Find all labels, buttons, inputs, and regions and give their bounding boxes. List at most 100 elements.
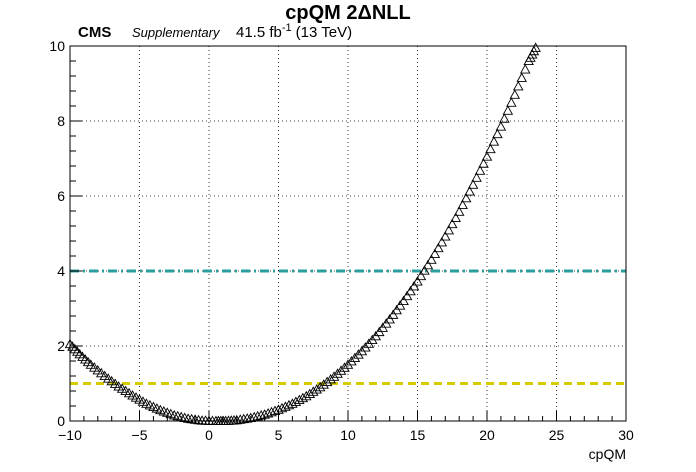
data-point	[245, 412, 256, 423]
data-point	[353, 349, 364, 359]
data-point	[443, 224, 455, 235]
data-point	[252, 410, 263, 421]
data-point	[474, 165, 486, 175]
supplementary-label: Supplementary	[132, 25, 221, 40]
data-markers	[64, 42, 541, 426]
y-tick-label: 2	[57, 338, 65, 354]
data-point	[179, 412, 190, 422]
x-tick-label: 20	[479, 427, 495, 443]
data-point	[387, 309, 399, 319]
x-tick-label: 5	[275, 427, 283, 443]
data-point	[471, 172, 482, 182]
data-point	[485, 143, 496, 154]
x-tick-label: 15	[410, 427, 426, 443]
data-point	[241, 413, 253, 423]
data-point	[266, 406, 277, 417]
data-point	[332, 368, 343, 378]
data-point	[502, 105, 514, 115]
data-point	[495, 121, 507, 131]
data-point	[339, 362, 350, 372]
data-point	[276, 402, 288, 413]
luminosity-exponent: -1	[282, 22, 292, 34]
data-point	[193, 414, 204, 425]
data-point	[478, 158, 489, 168]
y-tick-label: 0	[57, 413, 65, 429]
data-point	[96, 367, 107, 378]
data-point	[391, 304, 402, 315]
data-point	[460, 192, 472, 203]
data-point	[436, 236, 448, 247]
y-tick-label: 8	[57, 113, 65, 129]
x-tick-label: −10	[58, 427, 82, 443]
luminosity-label: 41.5 fb-1 (13 TeV)	[236, 22, 352, 41]
data-point	[530, 42, 541, 52]
data-point	[189, 414, 201, 424]
y-tick-label: 6	[57, 188, 65, 204]
data-point	[328, 371, 340, 381]
data-point	[412, 276, 423, 286]
x-tick-label: 0	[205, 427, 213, 443]
x-tick-label: 25	[549, 427, 565, 443]
data-point	[453, 206, 465, 216]
data-point	[92, 364, 104, 375]
data-point	[231, 414, 243, 425]
data-point	[419, 265, 430, 275]
cms-label: CMS	[78, 24, 111, 41]
x-axis-title: cpQM	[589, 446, 626, 462]
data-point	[346, 355, 357, 366]
data-point	[311, 384, 322, 394]
data-point	[85, 359, 97, 369]
data-point	[492, 128, 503, 139]
data-point	[335, 365, 347, 375]
data-point	[283, 399, 295, 410]
data-point	[513, 80, 524, 91]
data-point	[384, 313, 395, 324]
data-point	[481, 151, 493, 161]
axis-ticks: −10 −5 0 5 10 15 20 25 30 0 2 4 6 8 10	[49, 38, 634, 443]
data-point	[516, 72, 528, 82]
data-point	[467, 179, 479, 189]
x-tick-label: 30	[618, 427, 634, 443]
data-point	[235, 414, 246, 424]
chart-title: cpQM 2ΔNLL	[285, 2, 411, 24]
data-point	[269, 405, 281, 416]
data-point	[446, 218, 458, 229]
data-point	[325, 373, 336, 384]
data-point	[464, 186, 475, 196]
data-point	[182, 413, 194, 423]
data-point	[349, 352, 361, 363]
data-point	[405, 285, 416, 296]
data-point	[506, 97, 517, 107]
data-point	[509, 89, 521, 99]
data-point	[72, 346, 83, 356]
data-point	[457, 199, 468, 210]
luminosity-value: 41.5 fb	[236, 24, 282, 41]
y-tick-label: 10	[49, 38, 65, 54]
luminosity-energy: (13 TeV)	[296, 24, 352, 41]
data-point	[172, 410, 183, 421]
data-point	[426, 254, 437, 264]
data-point	[408, 280, 420, 291]
data-point	[440, 231, 451, 241]
data-point	[314, 381, 326, 392]
data-point	[394, 300, 406, 310]
data-point	[415, 270, 427, 281]
x-tick-label: −5	[132, 427, 148, 443]
data-point	[69, 343, 81, 354]
data-point	[433, 242, 444, 253]
data-point	[168, 409, 180, 420]
x-tick-label: 10	[340, 427, 356, 443]
data-point	[321, 376, 333, 387]
data-point	[429, 248, 441, 258]
data-point	[318, 379, 329, 389]
y-tick-label: 4	[57, 263, 65, 279]
data-point	[89, 362, 100, 372]
reference-lines	[70, 269, 626, 385]
data-point	[450, 212, 461, 222]
data-point	[186, 413, 197, 424]
data-point	[398, 295, 409, 306]
data-point	[262, 407, 274, 418]
data-point	[280, 401, 291, 411]
data-point	[499, 113, 510, 123]
data-point	[255, 410, 267, 420]
